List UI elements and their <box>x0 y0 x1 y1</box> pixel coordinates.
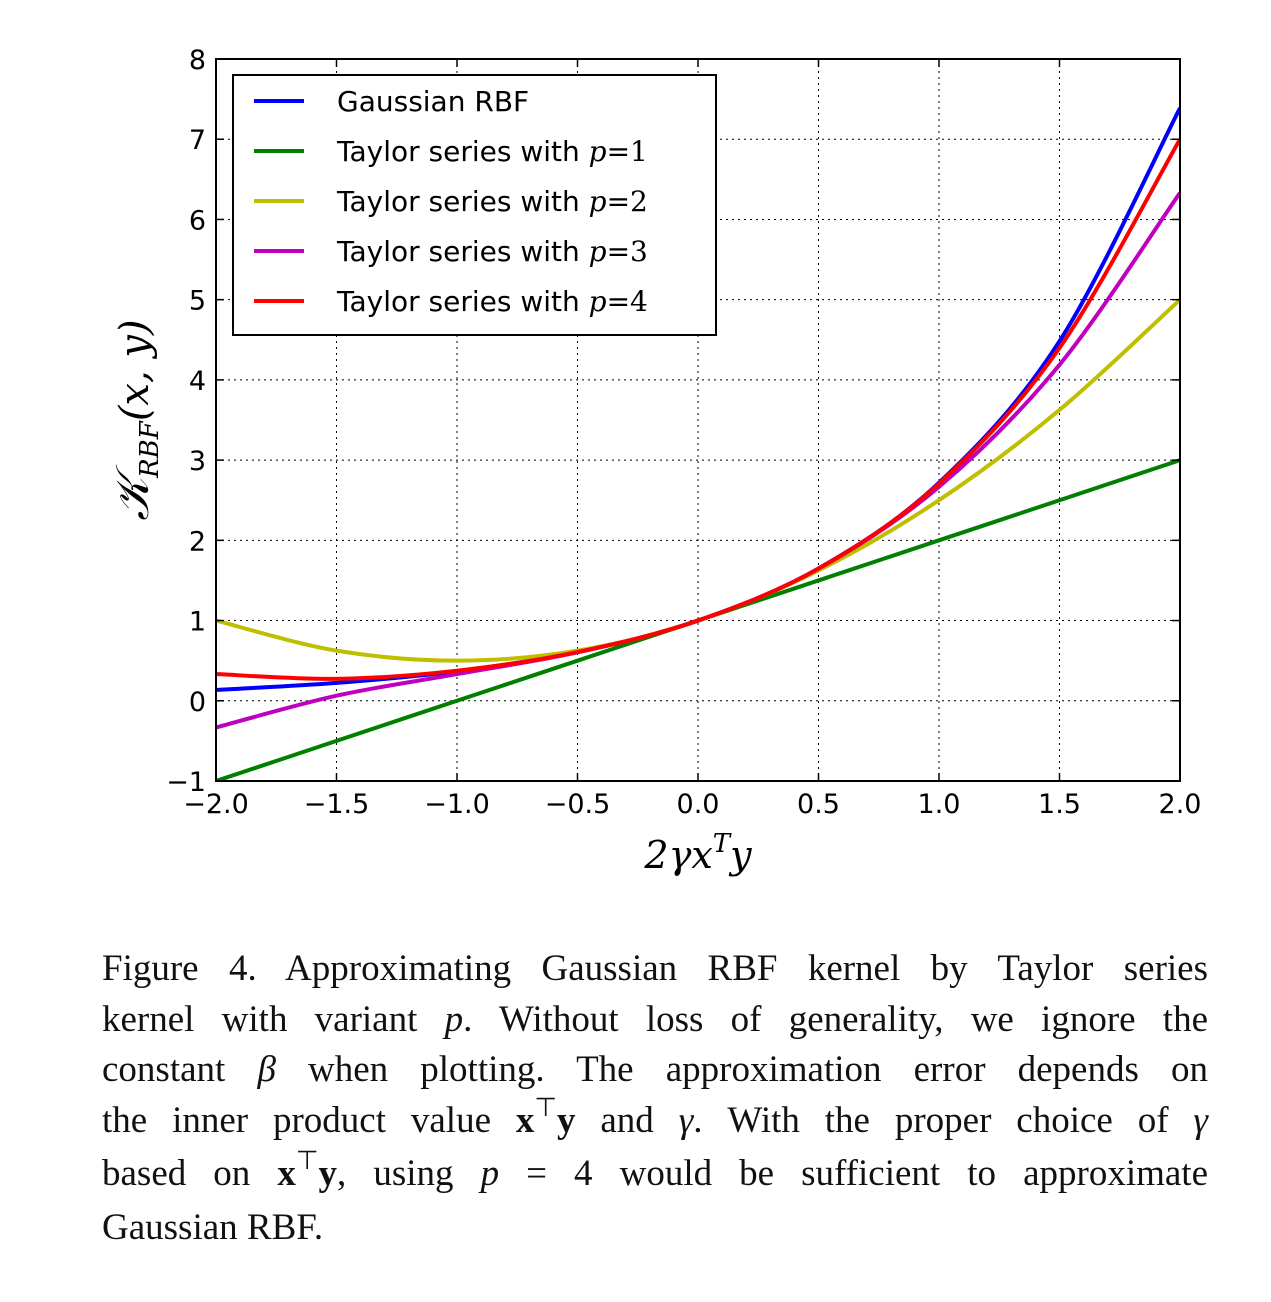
x-tick-label: 2.0 <box>1159 789 1202 820</box>
legend-entry: Taylor series with p=1 <box>336 135 648 168</box>
y-tick-label: 4 <box>189 366 206 397</box>
legend-entry: Gaussian RBF <box>337 85 529 118</box>
x-tick-label: −2.0 <box>183 789 249 820</box>
y-tick-label: −1 <box>166 767 206 798</box>
line-chart: −2.0 −1.5 −1.0 −0.5 0.0 0.5 1.0 1.5 2.0 −1 0 1 2 3 4 5 6… <box>107 45 1201 877</box>
x-axis-label: 2γxTy <box>643 829 752 877</box>
y-tick-label: 5 <box>189 286 206 317</box>
x-tick-label: 0.5 <box>797 789 840 820</box>
x-tick-label: 1.5 <box>1038 789 1081 820</box>
x-tick-label: 0.0 <box>677 789 720 820</box>
legend-entry: Taylor series with p=3 <box>336 235 648 268</box>
legend: Gaussian RBF Taylor series with p=1 Taylor… <box>232 74 717 336</box>
y-tick-label: 6 <box>189 205 206 236</box>
y-tick-label: 0 <box>189 687 206 718</box>
caption-line-1: Figure 4. Approximating Gaussian RBF ker… <box>102 948 1208 989</box>
legend-box <box>232 74 717 336</box>
series-lines <box>216 107 1180 781</box>
caption-line-4: the inner product value x⊤y and γ. With … <box>102 1092 1208 1141</box>
y-tick-label: 3 <box>189 446 206 477</box>
y-tick-label: 8 <box>189 45 206 76</box>
caption-line-6: Gaussian RBF. <box>102 1206 324 1248</box>
x-tick-label: −0.5 <box>545 789 611 820</box>
x-tick-label: −1.5 <box>304 789 370 820</box>
figure: −2.0 −1.5 −1.0 −0.5 0.0 0.5 1.0 1.5 2.0 −1 0 1 2 3 4 5 6… <box>107 45 1201 877</box>
figure-caption: Figure 4. Approximating Gaussian RBF ker… <box>102 944 1208 1253</box>
y-tick-label: 7 <box>189 125 206 156</box>
y-axis-label: 𝒦RBF(x, y) <box>107 319 165 520</box>
y-tick-label: 1 <box>189 607 206 638</box>
y-tick-label: 2 <box>189 526 206 557</box>
caption-line-2: kernel with variant p. Without loss of g… <box>102 998 1208 1040</box>
legend-entry: Taylor series with p=2 <box>336 185 648 218</box>
x-tick-label: 1.0 <box>918 789 961 820</box>
caption-line-5: based on x⊤y, using p = 4 would be suffi… <box>102 1146 1209 1194</box>
x-tick-label: −1.0 <box>424 789 490 820</box>
caption-line-3: constant β when plotting. The approximat… <box>102 1049 1208 1090</box>
axis-ticks: −2.0 −1.5 −1.0 −0.5 0.0 0.5 1.0 1.5 2.0 −1 0 1 2 3 4 5 6… <box>166 45 1201 820</box>
legend-entry: Taylor series with p=4 <box>336 285 648 318</box>
series-line <box>216 138 1180 681</box>
